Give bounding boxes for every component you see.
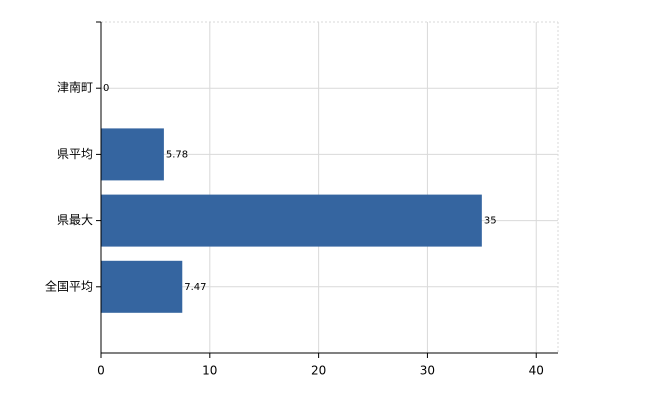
value-label: 7.47	[184, 282, 206, 293]
y-tick-label: 県平均	[57, 147, 93, 161]
value-label: 5.78	[166, 149, 188, 160]
value-label: 35	[484, 216, 497, 227]
y-tick-label: 津南町	[57, 80, 93, 95]
x-tick-label: 30	[420, 364, 435, 378]
x-tick-label: 20	[311, 364, 326, 378]
value-label: 0	[103, 83, 109, 94]
y-tick-label: 全国平均	[45, 278, 93, 293]
x-tick-label: 10	[202, 364, 217, 378]
y-tick-label: 県最大	[57, 213, 93, 227]
bar	[101, 194, 482, 247]
bar	[101, 260, 183, 313]
x-tick-label: 40	[529, 364, 544, 378]
x-tick-label: 0	[97, 364, 105, 378]
bar	[101, 128, 164, 181]
